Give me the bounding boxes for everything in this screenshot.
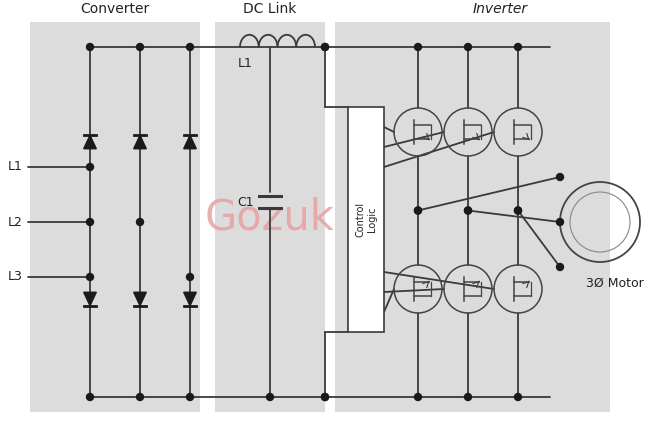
Circle shape xyxy=(86,163,94,170)
Text: Control
Logic: Control Logic xyxy=(355,202,377,237)
Polygon shape xyxy=(134,292,147,306)
Circle shape xyxy=(414,207,422,214)
Text: Gozuk: Gozuk xyxy=(205,196,335,238)
Circle shape xyxy=(515,393,521,400)
Bar xyxy=(30,22,200,412)
Circle shape xyxy=(187,274,193,281)
Text: Inverter: Inverter xyxy=(473,2,527,16)
Bar xyxy=(348,107,384,332)
Polygon shape xyxy=(84,135,96,149)
Circle shape xyxy=(321,44,329,51)
Text: L2: L2 xyxy=(8,215,23,229)
Circle shape xyxy=(465,393,471,400)
Text: L3: L3 xyxy=(8,271,23,284)
Circle shape xyxy=(414,393,422,400)
Circle shape xyxy=(137,393,143,400)
Circle shape xyxy=(86,274,94,281)
Circle shape xyxy=(86,218,94,225)
Bar xyxy=(335,22,610,412)
Text: Converter: Converter xyxy=(81,2,150,16)
Circle shape xyxy=(86,393,94,400)
Polygon shape xyxy=(183,135,196,149)
Circle shape xyxy=(556,264,564,271)
Circle shape xyxy=(515,44,521,51)
Circle shape xyxy=(321,393,329,400)
Circle shape xyxy=(465,207,471,214)
Circle shape xyxy=(267,393,273,400)
Circle shape xyxy=(414,44,422,51)
Circle shape xyxy=(86,44,94,51)
Circle shape xyxy=(465,207,471,214)
Circle shape xyxy=(515,207,521,214)
Text: C1: C1 xyxy=(238,195,254,208)
Bar xyxy=(215,22,325,412)
Text: L1: L1 xyxy=(8,160,23,173)
Circle shape xyxy=(187,393,193,400)
Text: DC Link: DC Link xyxy=(244,2,297,16)
Circle shape xyxy=(414,207,422,214)
Text: 3Ø Motor: 3Ø Motor xyxy=(586,277,644,290)
Circle shape xyxy=(187,44,193,51)
Circle shape xyxy=(137,44,143,51)
Circle shape xyxy=(137,218,143,225)
Circle shape xyxy=(321,44,329,51)
Circle shape xyxy=(556,218,564,225)
Circle shape xyxy=(515,207,521,214)
Circle shape xyxy=(556,173,564,180)
Polygon shape xyxy=(84,292,96,306)
Text: L1: L1 xyxy=(238,57,253,70)
Polygon shape xyxy=(183,292,196,306)
Circle shape xyxy=(321,393,329,400)
Polygon shape xyxy=(134,135,147,149)
Circle shape xyxy=(465,44,471,51)
